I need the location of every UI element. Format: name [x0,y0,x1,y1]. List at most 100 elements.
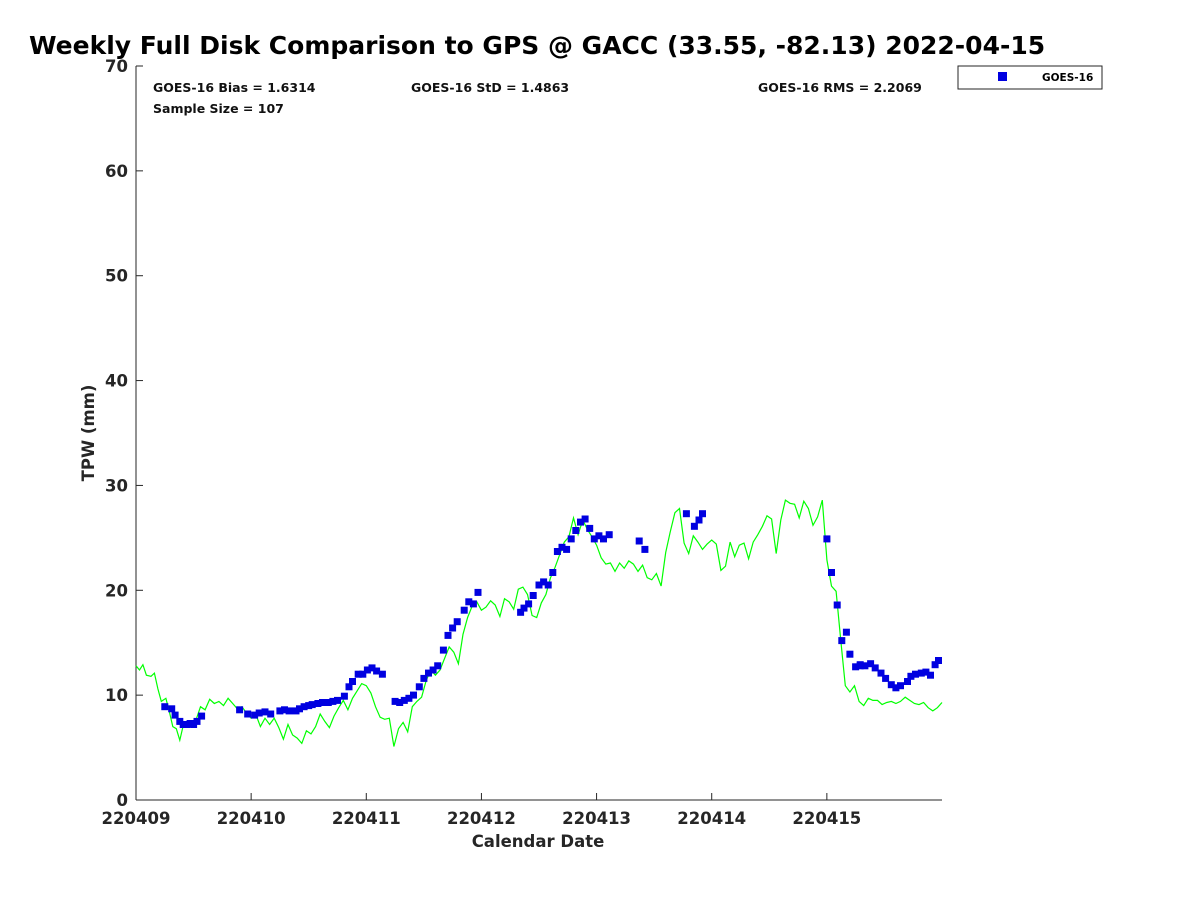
goes16-data-point [378,670,386,678]
goes16-data-point [453,618,461,626]
x-tick-label: 220411 [332,809,401,828]
goes16-data-point [699,510,706,518]
y-tick-label: 40 [105,372,128,391]
goes16-data-point [535,581,543,589]
goes16-data-point [349,678,356,685]
plot-marks [135,499,943,747]
goes16-data-point [469,600,477,608]
goes16-data-point [449,624,457,632]
goes16-data-point [922,668,930,676]
goes16-data-point [340,692,348,700]
goes16-data-point [193,717,201,725]
x-tick-label: 220410 [217,809,286,828]
sample-size-stat: Sample Size = 107 [153,101,284,116]
goes16-data-point [251,711,259,719]
goes16-data-point [281,706,288,714]
legend-box [957,65,1103,90]
goes16-data-point [833,601,841,609]
goes16-data-point [846,650,854,658]
goes16-data-point [897,682,904,690]
y-axis-label: TPW (mm) [79,385,98,482]
goes16-data-point [425,669,432,677]
goes16-data-point [236,706,244,714]
goes16-data-point [931,661,939,669]
goes16-data-point [368,664,376,672]
x-axis-ticks: 220409 220410 220411 220412 220413 220414 2204… [102,793,861,828]
gps-series-line [135,499,943,747]
x-tick-label: 220412 [447,809,516,828]
goes16-data-point [887,681,895,689]
goes16-data-point [577,518,584,526]
goes16-data-point [517,608,525,616]
goes16-data-point [420,674,428,682]
y-tick-label: 60 [105,162,128,181]
goes16-data-point [354,670,362,678]
x-tick-label: 220413 [562,809,631,828]
goes16-data-point [168,705,176,713]
goes16-data-point [255,709,263,717]
goes16-data-point [439,646,447,654]
goes16-data-point [296,705,303,713]
goes16-data-point [595,532,603,540]
y-axis-ticks: 0 10 20 30 40 50 60 70 [105,57,143,810]
goes16-data-point [300,703,308,711]
goes16-data-point [867,660,875,668]
goes16-data-point [405,694,413,702]
chart-title: Weekly Full Disk Comparison to GPS @ GAC… [29,31,1045,60]
goes16-data-point [520,604,528,612]
goes16-data-point [444,631,452,639]
legend-marker-goes16 [998,72,1007,81]
goes16-data-point [917,669,925,677]
goes16-data-point [581,515,589,523]
goes16-data-point [544,581,552,589]
goes16-data-point [549,569,557,576]
x-axis-label: Calendar Date [472,832,605,851]
x-tick-label: 220414 [677,809,746,828]
goes16-data-point [641,545,649,553]
bias-stat: GOES-16 Bias = 1.6314 [153,80,316,95]
goes16-data-point [540,578,548,586]
goes16-data-point [529,592,537,599]
goes16-data-point [590,535,598,543]
plot-area [136,66,942,800]
goes16-data-point [635,537,643,545]
goes16-data-point [465,598,473,606]
goes16-data-point [892,684,900,692]
goes16-data-point [161,703,169,711]
goes16-data-point [267,710,275,718]
goes16-data-point [324,699,332,706]
goes16-data-point [572,527,580,534]
goes16-data-point [871,664,879,672]
goes16-data-point [861,662,869,670]
goes16-data-point [823,535,831,543]
legend: GOES-16 [957,65,1103,90]
goes16-data-point [907,672,915,680]
goes16-data-point [171,711,179,719]
goes16-data-point [695,516,703,524]
goes16-data-point [877,669,885,677]
goes16-data-point [285,707,293,715]
goes16-data-point [314,700,322,707]
goes16-data-point [308,701,316,709]
goes16-data-point [373,667,381,675]
goes16-data-point [553,548,561,555]
goes16-data-point [690,522,698,530]
std-stat: GOES-16 StD = 1.4863 [411,80,569,95]
goes16-data-point [415,683,423,691]
goes16-data-point [474,588,482,596]
goes16-data-point [567,535,575,543]
goes16-data-point [329,697,337,705]
goes16-data-point [359,670,367,678]
x-tick-label: 220409 [102,809,171,828]
goes16-data-point [244,710,252,718]
y-tick-label: 0 [117,791,128,810]
goes16-data-point [276,707,284,715]
goes16-data-point [842,628,850,636]
goes16-data-point [586,524,594,532]
goes16-data-point [852,663,860,671]
y-tick-label: 10 [105,686,128,705]
goes16-data-point [334,696,341,704]
goes16-data-point [856,661,864,669]
goes16-data-point [319,699,326,706]
